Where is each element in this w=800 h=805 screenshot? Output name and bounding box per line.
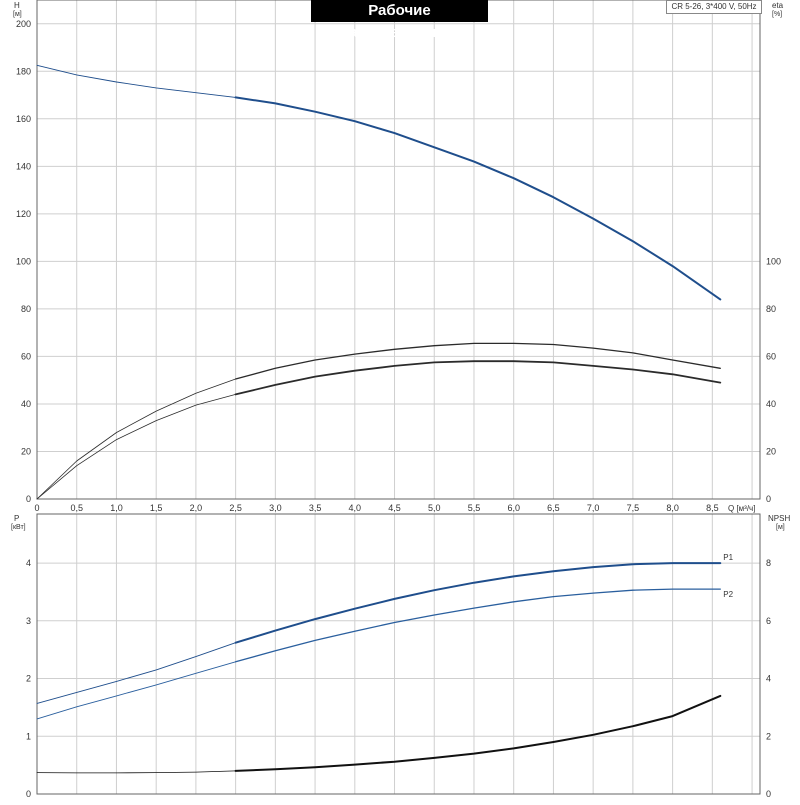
x-tick-label: 5,0 [428,503,441,513]
eta-upper-curve-thin [36,378,236,500]
x-tick-label: 2,5 [229,503,242,513]
x-tick-label: 3,0 [269,503,282,513]
bottom-right-axis-label: NPSH [768,514,790,523]
x-tick-label: 4,5 [388,503,401,513]
bottom-right-tick-label: 4 [766,674,771,684]
bottom-left-tick-label: 0 [26,789,31,799]
power-p2-curve [234,588,721,663]
top-frame [36,0,761,500]
x-tick-label: 3,5 [309,503,322,513]
x-tick-label: 6,0 [507,503,520,513]
bottom-right-axis-unit: [м] [776,524,785,531]
x-tick-label: 4,0 [349,503,362,513]
power-p1-curve-thin [36,642,237,704]
npsh-curve-thin [36,770,236,774]
top-left-tick-label: 20 [21,446,31,456]
x-tick-label: 5,5 [468,503,481,513]
top-left-tick-label: 120 [16,209,31,219]
bottom-left-axis-unit: [кВт] [11,524,26,531]
power-p1-curve [234,562,722,644]
top-right-tick-label: 20 [766,446,776,456]
top-left-axis-unit: [м] [13,11,22,18]
top-left-axis-label: H [14,1,20,10]
npsh-curve [234,694,722,772]
x-tick-label: 0 [34,503,39,513]
bottom-left-tick-label: 2 [26,674,31,684]
top-left-tick-label: 80 [21,304,31,314]
series-label-p2: P2 [723,590,733,599]
bottom-right-tick-label: 6 [766,616,771,626]
power-p2-curve-thin [36,661,237,720]
bottom-right-tick-label: 0 [766,789,771,799]
top-right-axis-unit: [%] [772,11,782,18]
eta-upper-curve [234,342,721,380]
eta-lower-curve-thin [36,394,236,500]
head-curve-thin [36,64,237,98]
x-tick-label: 1,5 [150,503,163,513]
top-right-tick-label: 60 [766,351,776,361]
bottom-frame [36,513,761,795]
bottom-right-tick-label: 2 [766,731,771,741]
x-tick-label: 8,5 [706,503,719,513]
x-axis-label: Q [м³/ч] [728,504,755,513]
x-tick-label: 8,0 [666,503,679,513]
bottom-right-tick-label: 8 [766,558,771,568]
x-tick-label: 7,5 [627,503,640,513]
top-left-tick-label: 0 [26,494,31,504]
top-left-tick-label: 100 [16,256,31,266]
head-curve [234,96,722,301]
bottom-left-tick-label: 3 [26,616,31,626]
bottom-left-tick-label: 4 [26,558,31,568]
x-tick-label: 1,0 [110,503,123,513]
top-left-tick-label: 140 [16,161,31,171]
top-right-tick-label: 0 [766,494,771,504]
top-left-tick-label: 180 [16,66,31,76]
top-right-tick-label: 80 [766,304,776,314]
model-label: CR 5-26, 3*400 V, 50Hz [666,0,762,14]
bottom-left-tick-label: 1 [26,731,31,741]
top-left-tick-label: 160 [16,114,31,124]
x-tick-label: 2,0 [190,503,203,513]
top-left-tick-label: 60 [21,351,31,361]
bottom-left-axis-label: P [14,514,19,523]
top-right-tick-label: 100 [766,256,781,266]
x-tick-label: 7,0 [587,503,600,513]
eta-lower-curve [234,360,722,396]
series-label-p1: P1 [723,553,733,562]
chart-title: Рабочие характеристики [311,0,488,41]
top-left-tick-label: 40 [21,399,31,409]
top-right-axis-label: eta [772,1,784,10]
x-tick-label: 0,5 [70,503,83,513]
top-left-tick-label: 200 [16,19,31,29]
x-tick-label: 6,5 [547,503,560,513]
top-right-tick-label: 40 [766,399,776,409]
